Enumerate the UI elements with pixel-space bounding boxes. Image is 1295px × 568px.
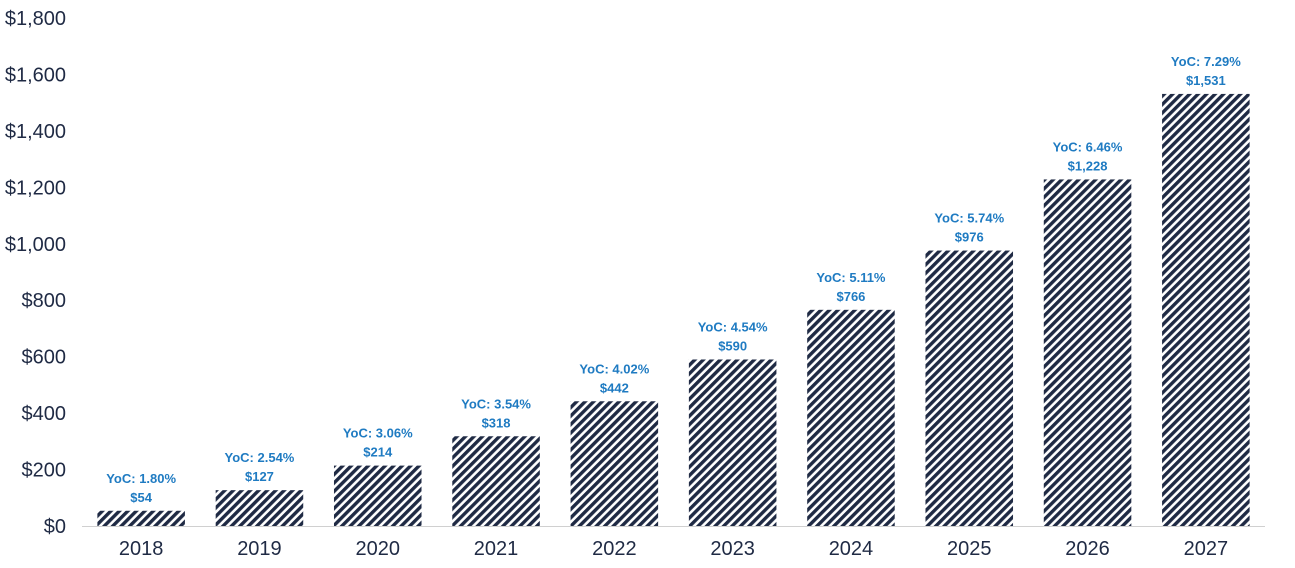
yoc-label: YoC: 7.29%	[1171, 54, 1241, 69]
bar-2026	[1043, 179, 1132, 527]
yoc-label: YoC: 2.54%	[225, 450, 295, 465]
bar-2023	[688, 359, 777, 526]
yoc-label: YoC: 3.54%	[461, 396, 531, 411]
x-tick-label: 2026	[1065, 538, 1110, 560]
value-label: $1,531	[1186, 73, 1226, 88]
x-tick-label: 2025	[947, 538, 992, 560]
y-tick-label: $0	[44, 516, 66, 538]
x-tick-label: 2018	[119, 538, 164, 560]
x-tick-label: 2021	[474, 538, 519, 560]
value-label: $976	[955, 230, 984, 245]
value-label: $590	[718, 338, 747, 353]
yoc-label: YoC: 4.54%	[698, 319, 768, 334]
y-tick-label: $200	[22, 460, 67, 482]
bar-2018	[97, 510, 185, 526]
x-axis: 2018 2019 2020 2021 2022 2023 2024 2025 2026 2027	[82, 526, 1265, 560]
y-tick-label: $1,000	[5, 234, 66, 256]
x-tick-label: 2019	[237, 538, 282, 560]
x-tick-label: 2022	[592, 538, 637, 560]
y-tick-label: $1,200	[5, 177, 66, 199]
value-label: $127	[245, 469, 274, 484]
value-label: $442	[600, 380, 629, 395]
yoc-label: YoC: 4.02%	[579, 361, 649, 376]
y-tick-label: $600	[22, 347, 67, 369]
y-tick-label: $400	[22, 403, 67, 425]
bar-2019	[215, 490, 304, 526]
bars	[97, 93, 1250, 527]
value-label: $318	[482, 415, 511, 430]
bar-2024	[807, 309, 895, 526]
yoc-label: YoC: 5.74%	[934, 211, 1004, 226]
bar-2025	[925, 250, 1014, 526]
value-label: $214	[363, 445, 393, 460]
y-tick-label: $1,400	[5, 121, 66, 143]
x-tick-label: 2027	[1184, 538, 1229, 560]
data-labels: YoC: 1.80% $54 YoC: 2.54% $127 YoC: 3.06% $21…	[106, 54, 1241, 505]
y-tick-label: $1,800	[5, 8, 66, 30]
bar-2020	[333, 465, 422, 526]
x-tick-label: 2020	[356, 538, 401, 560]
value-label: $1,228	[1068, 158, 1108, 173]
yoc-label: YoC: 5.11%	[816, 270, 886, 285]
bar-2022	[570, 401, 659, 526]
yoc-label: YoC: 1.80%	[106, 471, 176, 486]
bar-2021	[452, 436, 540, 526]
value-label: $766	[836, 289, 865, 304]
y-tick-label: $1,600	[5, 64, 66, 86]
yoc-label: YoC: 6.46%	[1053, 139, 1123, 154]
value-label: $54	[130, 490, 152, 505]
yoc-label: YoC: 3.06%	[343, 426, 413, 441]
x-tick-label: 2024	[829, 538, 874, 560]
y-tick-label: $800	[22, 290, 67, 312]
bar-2027	[1162, 93, 1250, 526]
x-tick-label: 2023	[710, 538, 755, 560]
y-axis: $0 $200 $400 $600 $800 $1,000 $1,200 $1,400 $1,6…	[5, 8, 66, 538]
